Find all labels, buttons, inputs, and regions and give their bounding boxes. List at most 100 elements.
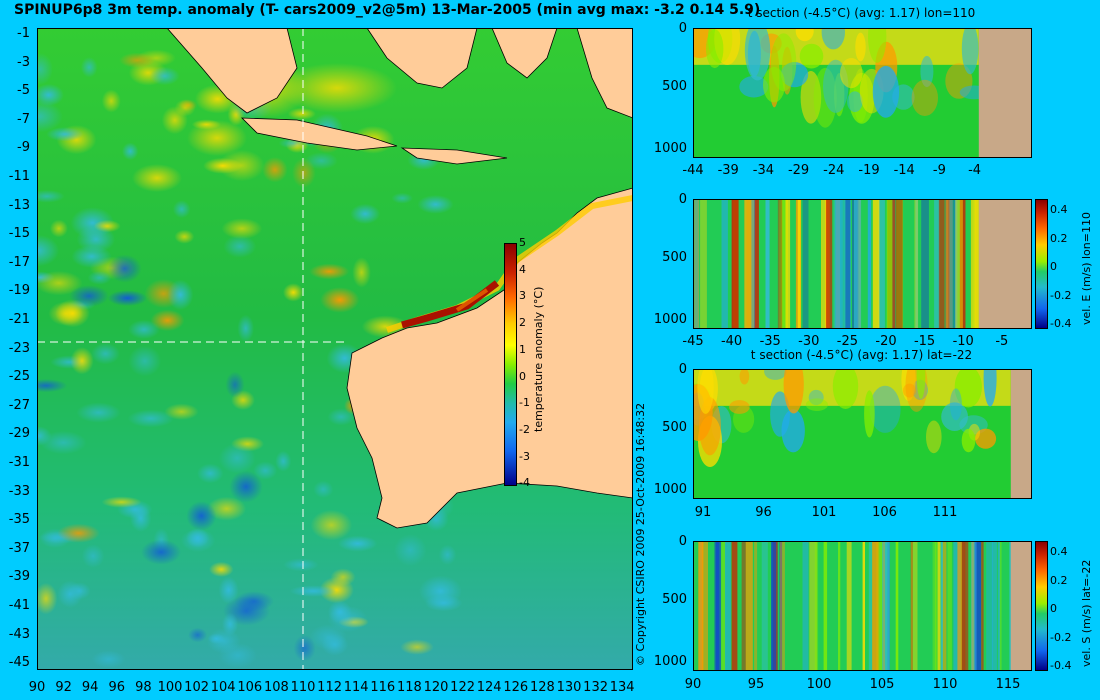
- main-y-tick: -7: [17, 111, 30, 127]
- section-y-tick: 500: [662, 420, 687, 436]
- section-plot[interactable]: [693, 199, 1032, 329]
- main-x-tick: 106: [237, 680, 263, 695]
- section-x-tick: -35: [759, 334, 781, 349]
- main-x-tick: 96: [108, 680, 126, 695]
- main-x-tick: 100: [157, 680, 183, 695]
- section-field: [694, 370, 1031, 498]
- section-y-tick: 1000: [653, 312, 687, 327]
- main-y-tick: -13: [8, 197, 30, 213]
- main-y-tick: -17: [8, 254, 30, 270]
- panel-title: t section (-4.5°C) (avg: 1.17) lat=-22: [750, 348, 973, 362]
- section-colorbar-tick: 0.4: [1050, 545, 1068, 558]
- main-y-tick: -31: [8, 455, 30, 470]
- main-x-tick: 126: [503, 680, 529, 695]
- main-y-tick: -9: [17, 140, 30, 156]
- section-colorbar-tick: 0.2: [1050, 573, 1068, 587]
- section-colorbar: [1035, 199, 1048, 329]
- sumatra-land: [166, 27, 298, 114]
- main-y-tick: -29: [8, 426, 30, 442]
- section-x-tick: 105: [869, 677, 895, 692]
- section-x-tick: 95: [747, 677, 765, 692]
- main-colorbar-tick: 3: [519, 289, 526, 303]
- section-plot[interactable]: [693, 369, 1032, 499]
- main-x-tick: 102: [184, 680, 209, 695]
- main-x-tick: 130: [556, 680, 582, 695]
- main-y-tick: -15: [8, 226, 30, 242]
- main-x-tick: 90: [28, 680, 46, 695]
- main-y-tick: -21: [8, 312, 30, 327]
- main-x-tick: 118: [396, 680, 422, 695]
- section-plot[interactable]: [693, 28, 1032, 158]
- section-y-tick: 500: [662, 79, 687, 95]
- main-x-tick: 94: [81, 680, 99, 695]
- section-plot[interactable]: [693, 541, 1032, 671]
- section-x-tick: -45: [682, 334, 704, 349]
- section-colorbar-tick: -0.2: [1050, 630, 1072, 644]
- main-y-tick: -37: [8, 540, 30, 556]
- main-colorbar-tick: 0: [519, 369, 526, 383]
- section-x-tick: 115: [995, 677, 1021, 692]
- section-y-tick: 1000: [653, 482, 687, 497]
- main-x-tick: 110: [290, 680, 316, 695]
- section-colorbar-label: vel. E (m/s) lon=110: [1080, 212, 1093, 325]
- main-y-tick: -41: [8, 598, 30, 613]
- section-x-tick: 111: [932, 505, 958, 520]
- main-x-tick: 116: [370, 680, 396, 695]
- main-colorbar-tick: -3: [519, 449, 530, 463]
- main-x-tick: 122: [450, 680, 475, 695]
- section-colorbar-tick: -0.2: [1050, 288, 1072, 302]
- main-y-tick: -27: [8, 397, 30, 413]
- main-y-tick: -25: [8, 369, 30, 385]
- anomaly-blobs: [15, 49, 463, 668]
- section-x-tick: -10: [952, 334, 974, 349]
- section-field: [698, 542, 1031, 670]
- section-x-tick: -39: [717, 163, 739, 178]
- main-colorbar-tick: 2: [519, 316, 526, 330]
- main-y-tick: -45: [8, 655, 30, 671]
- main-colorbar-tick: 5: [519, 236, 526, 249]
- section-colorbar-tick: 0: [1050, 260, 1057, 273]
- main-colorbar-tick: 4: [519, 262, 526, 276]
- section-x-tick: -24: [823, 163, 845, 178]
- section-y-tick: 500: [662, 250, 687, 266]
- main-map[interactable]: [15, 27, 634, 670]
- main-x-tick: 92: [55, 680, 72, 695]
- section-field: [694, 29, 1031, 157]
- lesser-sunda-land: [400, 147, 508, 165]
- section-x-tick: -44: [682, 163, 704, 178]
- section-y-tick: 0: [678, 362, 687, 377]
- section-colorbar: [1035, 541, 1048, 671]
- main-y-tick: -19: [8, 283, 30, 299]
- main-y-tick: -3: [17, 54, 30, 70]
- section-x-tick: -15: [913, 334, 936, 349]
- section-x-tick: 90: [684, 677, 702, 692]
- section-colorbar-tick: 0: [1050, 602, 1057, 615]
- java-land: [240, 117, 398, 151]
- main-x-tick: 114: [343, 680, 369, 695]
- section-y-tick: 0: [678, 534, 687, 549]
- main-x-tick: 128: [529, 680, 555, 695]
- section-x-tick: -34: [752, 163, 774, 178]
- main-x-tick: 132: [583, 680, 608, 695]
- main-y-tick: -1: [17, 26, 30, 41]
- section-y-tick: 0: [678, 21, 687, 36]
- section-x-tick: 101: [811, 505, 837, 520]
- section-x-tick: -25: [836, 334, 858, 349]
- section-colorbar-tick: 0.2: [1050, 231, 1068, 245]
- main-x-tick: 98: [135, 680, 152, 695]
- main-x-tick: 124: [476, 680, 502, 695]
- section-y-tick: 500: [662, 592, 687, 608]
- section-colorbar-tick: 0.4: [1050, 203, 1068, 216]
- main-colorbar: [504, 243, 517, 486]
- section-x-tick: 91: [694, 505, 712, 520]
- section-x-tick: -20: [875, 334, 897, 349]
- section-x-tick: -40: [720, 334, 743, 349]
- section-land: [1010, 370, 1031, 498]
- main-y-tick: -23: [8, 340, 30, 356]
- panel-title: t section (-4.5°C) (avg: 1.17) lon=110: [747, 6, 976, 20]
- section-land: [978, 29, 1031, 157]
- main-colorbar-tick: -4: [519, 476, 530, 490]
- section-x-tick: -5: [995, 334, 1009, 349]
- section-x-tick: 96: [755, 505, 772, 520]
- section-colorbar-label: vel. S (m/s) lat=-22: [1080, 559, 1093, 667]
